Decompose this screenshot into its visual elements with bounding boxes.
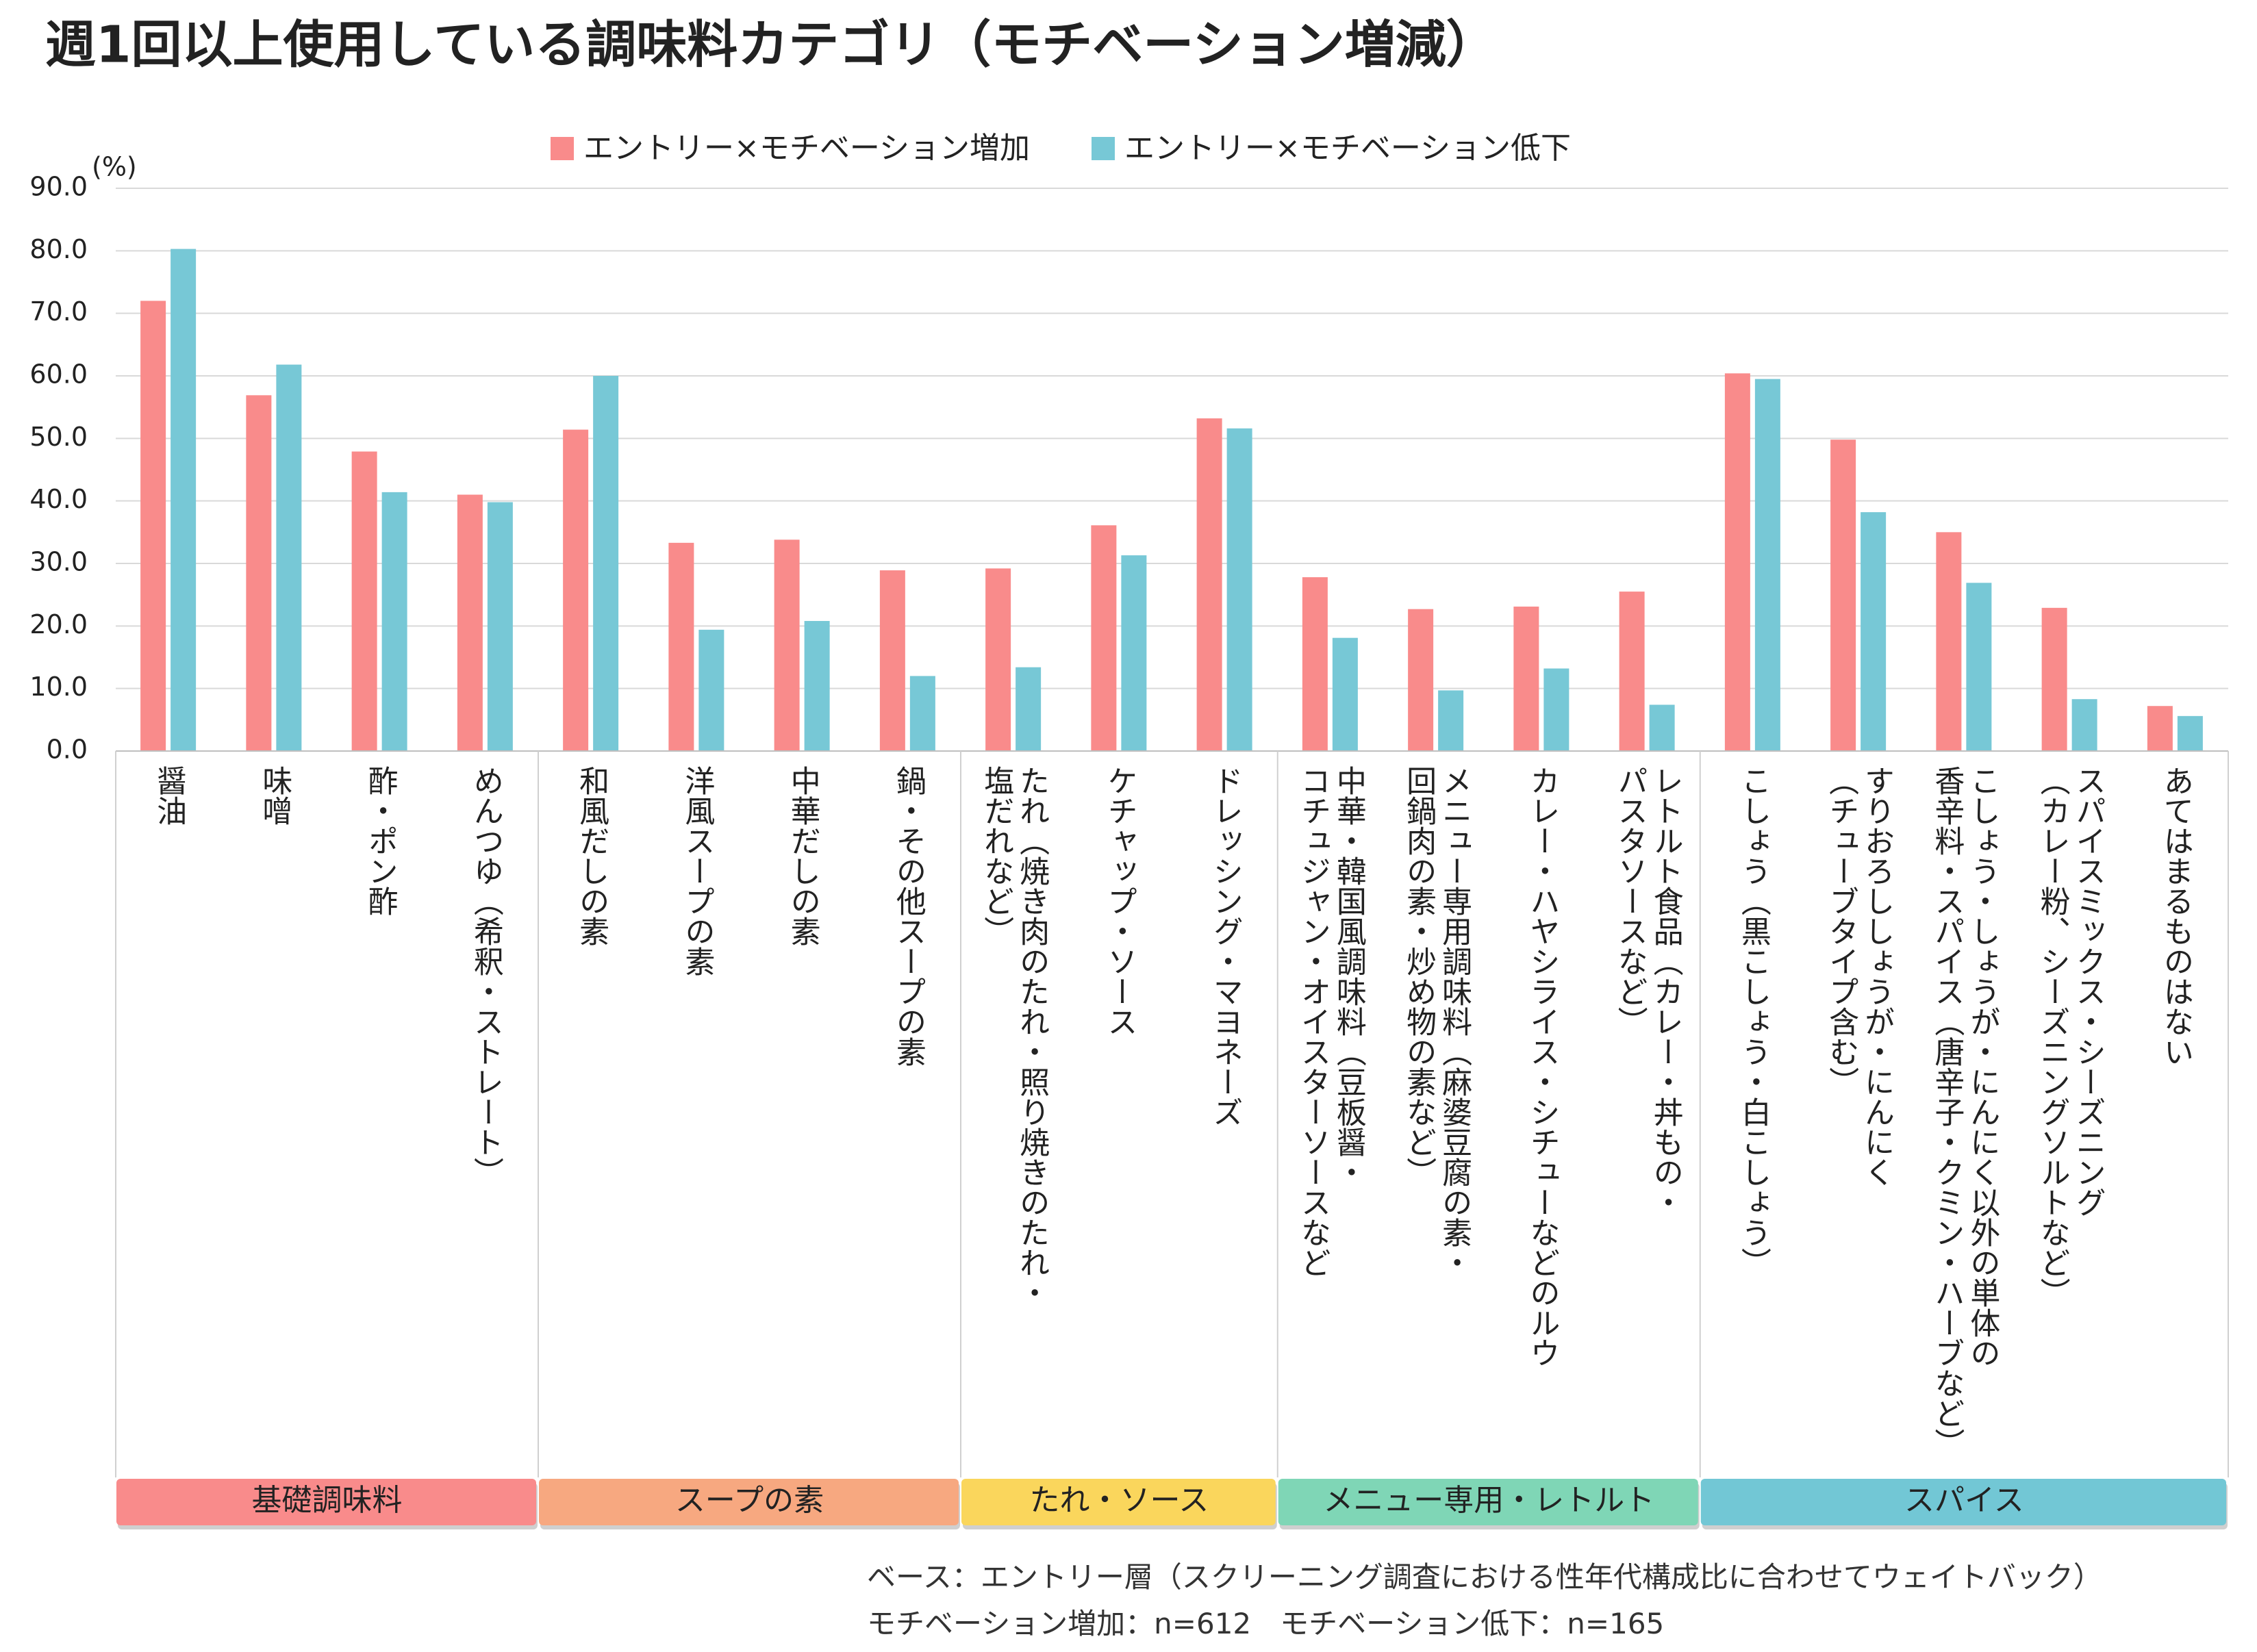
bar [1861, 512, 1887, 751]
y-tick-label: 70.0 [29, 296, 88, 327]
y-tick-label: 40.0 [29, 484, 88, 514]
bar [276, 364, 302, 751]
bar [2177, 715, 2203, 751]
x-tick-label: 洋風スープの素 [679, 765, 715, 976]
bar [698, 629, 724, 751]
group-band [539, 1479, 959, 1525]
x-tick-label: 醤油 [151, 765, 187, 826]
x-tick-label: 鍋・その他スープの素 [890, 765, 926, 1067]
bar [668, 542, 694, 751]
bar [804, 621, 830, 751]
bar [1619, 592, 1645, 751]
bar [563, 429, 589, 751]
group-label: スパイス [1904, 1483, 2024, 1518]
y-tick-label: 20.0 [29, 609, 88, 639]
bar [1121, 555, 1147, 751]
x-tick-label: こしょう・しょうが・にんにく以外の単体の 香辛料・スパイス（唐辛子・クミン・ハー… [1929, 765, 2000, 1458]
x-tick-label: こしょう（黒こしょう・白こしょう） [1735, 765, 1771, 1278]
bar [351, 451, 377, 751]
group-label: たれ・ソース [1029, 1483, 1209, 1518]
group-band [116, 1479, 536, 1525]
bar [1966, 583, 1992, 751]
x-tick-label: あてはまるものはない [2158, 765, 2193, 1067]
bar [1016, 667, 1042, 751]
bar [1724, 373, 1750, 751]
bar [909, 676, 935, 751]
group-band [1700, 1479, 2226, 1525]
x-tick-label: 中華・韓国風調味料（豆板醤・ コチュジャン・オイスターソースなど [1295, 765, 1366, 1278]
x-tick-label: 味噌 [257, 765, 292, 826]
group-label: スープの素 [675, 1483, 824, 1518]
bar [1754, 379, 1780, 751]
x-tick-label: カレー・ハヤシライス・シチューなどのルウ [1524, 765, 1560, 1368]
x-tick-label: めんつゆ（希釈・ストレート） [468, 765, 503, 1187]
x-tick-label: 中華だしの素 [785, 765, 820, 946]
group-band [961, 1479, 1276, 1525]
bar [2147, 706, 2173, 751]
y-unit: (%) [92, 152, 137, 182]
x-tick-label: すりおろししょうが・にんにく （チューブタイプ含む） [1824, 765, 1895, 1187]
group-band [1278, 1479, 1698, 1525]
bar [2041, 607, 2067, 751]
x-tick-label: ケチャップ・ソース [1102, 765, 1137, 1037]
x-tick-label: 酢・ポン酢 [362, 765, 398, 916]
group-label: メニュー専用・レトルト [1323, 1483, 1654, 1518]
bar [879, 570, 905, 751]
bar [1091, 525, 1117, 751]
bar [1543, 668, 1569, 751]
x-tick-label: ドレッシング・マヨネーズ [1207, 765, 1243, 1127]
y-tick-label: 80.0 [29, 234, 88, 264]
bar [1936, 532, 1962, 751]
y-tick-label: 0.0 [47, 735, 88, 765]
y-tick-label: 50.0 [29, 422, 88, 452]
bar [140, 301, 166, 751]
x-tick-label: 和風だしの素 [574, 765, 609, 946]
bar [246, 395, 272, 751]
group-label: 基礎調味料 [252, 1483, 403, 1518]
bar [171, 249, 197, 751]
bar [1830, 440, 1856, 751]
legend-swatch [551, 137, 574, 160]
y-tick-label: 90.0 [29, 172, 88, 202]
footnote: ベース：エントリー層（スクリーニング調査における性年代構成比に合わせてウェイトバ… [867, 1560, 2102, 1594]
bar [1332, 637, 1358, 751]
bar [1649, 704, 1675, 751]
bar [774, 539, 800, 751]
bar [1196, 418, 1222, 751]
bar [487, 502, 513, 751]
bar [457, 494, 483, 751]
y-tick-label: 10.0 [29, 672, 88, 702]
x-tick-label: レトルト食品（カレー・丼もの・ パスタソースなど） [1612, 765, 1683, 1217]
bar [1226, 428, 1252, 751]
y-tick-label: 30.0 [29, 547, 88, 577]
legend-label: エントリー×モチベーション低下 [1124, 131, 1571, 166]
x-tick-label: スパイスミックス・シーズニング （カレー粉、シーズニングソルトなど） [2034, 765, 2106, 1308]
footnote: モチベーション増加：n=612 モチベーション低下：n=165 [867, 1607, 1665, 1640]
y-tick-label: 60.0 [29, 359, 88, 390]
bar [593, 376, 619, 751]
bar [2071, 699, 2097, 751]
legend-swatch [1092, 137, 1115, 160]
bar [1438, 690, 1464, 751]
bar [1408, 609, 1434, 751]
bar [1513, 607, 1539, 751]
x-tick-label: たれ（焼き肉のたれ・照り焼きのたれ・ 塩だれなど） [979, 765, 1050, 1308]
bar [985, 568, 1011, 751]
x-tick-label: メニュー専用調味料（麻婆豆腐の素・ 回鍋肉の素・炒め物の素など） [1401, 765, 1472, 1278]
legend-label: エントリー×モチベーション増加 [583, 131, 1030, 166]
bar [381, 492, 407, 751]
chart-title: 週1回以上使用している調味料カテゴリ（モチベーション増減） [45, 16, 1497, 75]
bar [1302, 577, 1328, 751]
